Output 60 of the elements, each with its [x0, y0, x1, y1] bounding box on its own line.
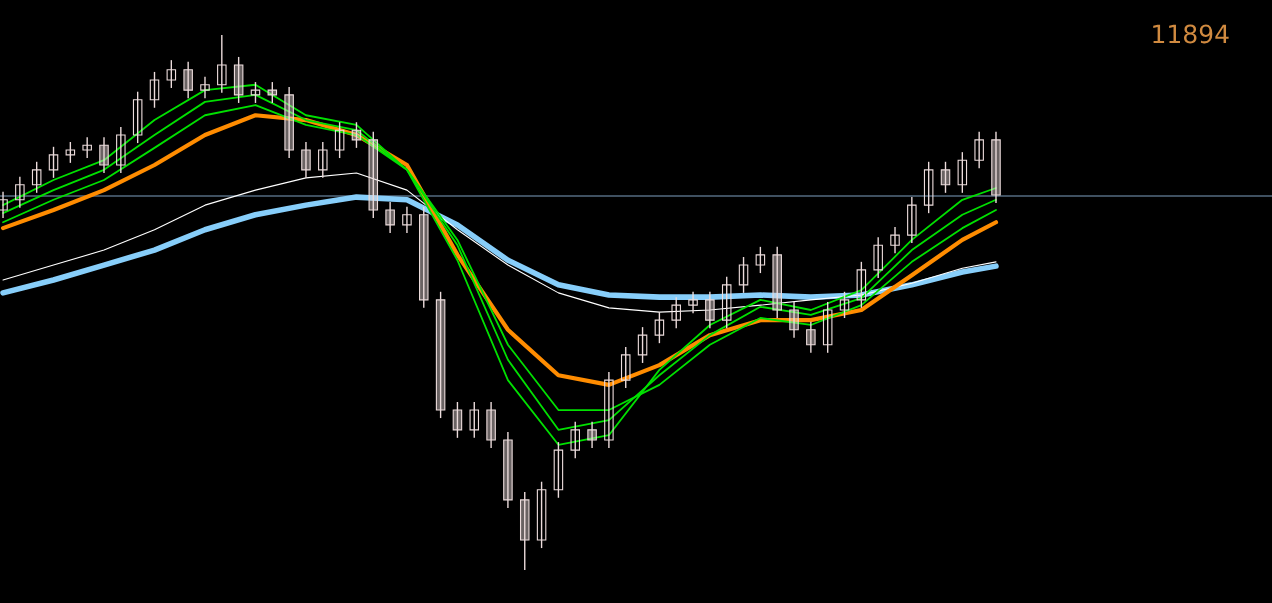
candlestick — [907, 196, 917, 244]
candlestick — [31, 161, 42, 194]
candlestick — [873, 236, 883, 279]
candlestick — [957, 151, 968, 194]
candlestick — [385, 201, 395, 234]
candlestick — [789, 301, 799, 339]
candlestick — [183, 61, 193, 99]
candlestick — [856, 261, 867, 309]
candlestick — [351, 121, 362, 149]
candlestick — [82, 136, 92, 159]
candlestick — [991, 131, 1001, 204]
candlestick — [536, 481, 547, 549]
candlestick — [132, 91, 143, 144]
candlestick — [822, 301, 833, 354]
candlestick — [284, 86, 294, 159]
candlestick — [48, 146, 59, 179]
candlestick — [250, 81, 261, 104]
candlestick — [65, 141, 76, 164]
candlestick — [923, 161, 934, 214]
candlestick — [721, 276, 732, 329]
candlestick — [116, 126, 126, 174]
candlestick — [755, 246, 766, 274]
candlestick — [452, 401, 463, 439]
candlestick — [604, 371, 614, 449]
candlestick — [620, 346, 631, 389]
candlestick — [738, 256, 749, 294]
candlestick — [519, 491, 530, 571]
candlestick — [839, 291, 850, 319]
candlestick — [469, 401, 480, 439]
candlestick — [435, 291, 446, 419]
candlestick — [301, 141, 311, 179]
candlestick — [217, 34, 227, 94]
candlestick — [99, 136, 109, 174]
candlestick — [705, 291, 715, 329]
candlestick — [486, 401, 496, 449]
candlestick — [570, 421, 581, 459]
candlestick — [233, 56, 244, 104]
candlestick — [334, 121, 345, 159]
candlestick — [940, 161, 951, 194]
candlestick — [200, 76, 210, 99]
candlestick — [149, 71, 160, 109]
candlestick — [688, 291, 698, 314]
candlestick — [318, 141, 328, 179]
candlestick — [419, 206, 429, 309]
candlestick — [890, 226, 900, 254]
candlestick — [368, 131, 379, 219]
candlestick — [402, 206, 412, 234]
candlestick — [15, 176, 25, 209]
candlestick — [654, 311, 665, 344]
text: 11894 — [1153, 24, 1229, 44]
candlestick — [553, 441, 564, 499]
candlestick — [974, 131, 984, 169]
candlestick — [166, 59, 177, 89]
candlestick — [806, 321, 816, 354]
candlestick — [772, 246, 782, 319]
candlestick — [637, 326, 648, 364]
candlestick — [671, 296, 681, 329]
candlestick — [503, 431, 513, 509]
candlestick — [587, 421, 597, 449]
candlestick — [267, 81, 278, 104]
